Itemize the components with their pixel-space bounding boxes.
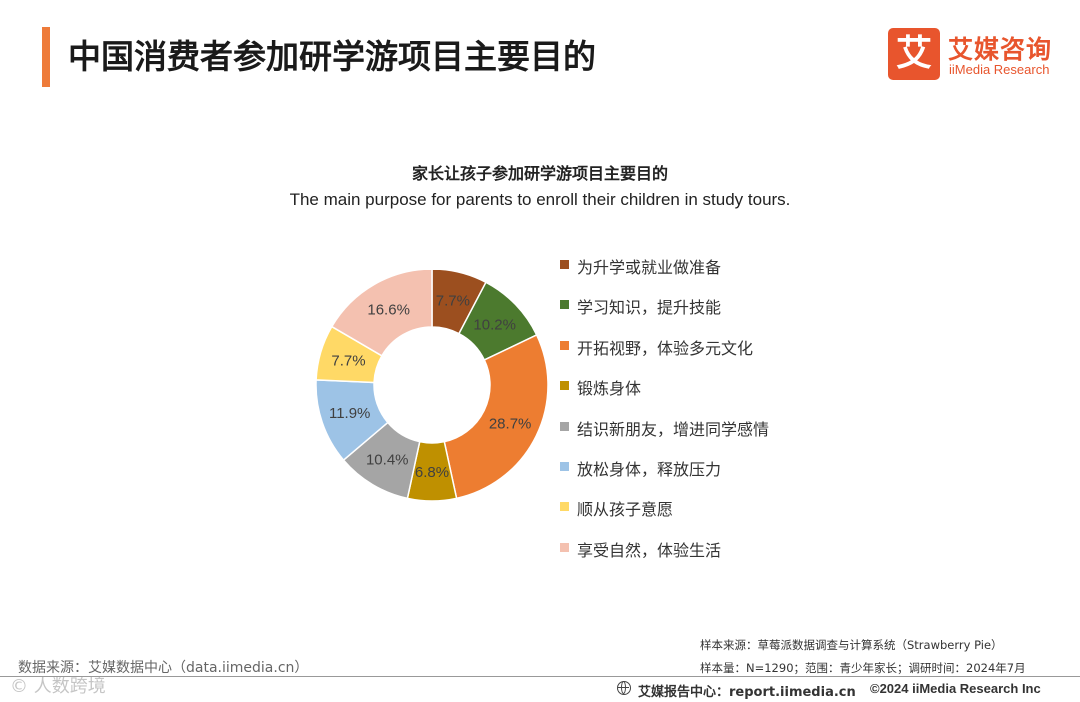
data-source: 数据来源：艾媒数据中心（data.iimedia.cn） [18, 660, 309, 676]
brand-name: 艾媒咨询 [948, 35, 1053, 64]
legend-label: 为升学或就业做准备 [577, 258, 722, 277]
legend-swatch [560, 381, 569, 391]
brand-logo-char: 艾 [895, 33, 932, 74]
report-center-link[interactable]: 艾媒报告中心：report.iimedia.cn [638, 685, 856, 700]
donut-chart: 7.7%10.2%28.7%6.8%10.4%11.9%7.7%16.6% [315, 270, 549, 502]
copyright: ©2024 iiMedia Research Inc [870, 681, 1041, 696]
slice-value-label: 28.7% [489, 415, 532, 432]
slice-value-label: 7.7% [331, 352, 365, 369]
legend-swatch [560, 542, 569, 552]
watermark: © 人数跨境 [10, 676, 106, 697]
page-title: 中国消费者参加研学游项目主要目的 [68, 37, 596, 76]
globe-icon [617, 681, 631, 695]
legend-label: 结识新朋友，增进同学感情 [577, 419, 770, 439]
legend-swatch [560, 340, 569, 350]
brand-logo: 艾 艾媒咨询 iiMedia Research [888, 28, 1064, 82]
slice-value-label: 6.8% [415, 464, 449, 481]
slice-value-label: 10.2% [473, 317, 516, 334]
slice-value-label: 11.9% [329, 405, 370, 422]
legend-label: 放松身体，释放压力 [577, 459, 722, 479]
footer-divider [0, 676, 1080, 677]
legend-swatch [560, 260, 569, 269]
chart-subtitle: The main purpose for parents to enroll t… [289, 190, 791, 209]
brand-subtitle: iiMedia Research [949, 62, 1050, 77]
legend-label: 学习知识，提升技能 [577, 298, 722, 318]
legend-label: 开拓视野，体验多元文化 [577, 338, 754, 358]
brand-logo-mark: 艾 [888, 28, 940, 80]
legend-swatch [560, 502, 569, 512]
donut-slice [443, 333, 549, 500]
chart-title: 家长让孩子参加研学游项目主要目的 [411, 164, 668, 183]
legend-label: 顺从孩子意愿 [577, 500, 674, 520]
legend-swatch [560, 461, 569, 471]
legend-swatch [560, 421, 569, 431]
legend-label: 享受自然，体验生活 [577, 540, 722, 560]
slice-value-label: 16.6% [367, 302, 410, 319]
legend-label: 锻炼身体 [577, 379, 642, 399]
sample-size: 样本量：N=1290；范围：青少年家长；调研时间：2024年7月 [700, 661, 1026, 675]
donut-slice [330, 270, 433, 357]
sample-source: 样本来源：草莓派数据调查与计算系统（Strawberry Pie） [700, 638, 1003, 652]
title-accent-bar [42, 27, 50, 87]
slice-value-label: 7.7% [436, 293, 470, 310]
slice-value-label: 10.4% [366, 452, 409, 469]
legend-swatch [560, 300, 569, 310]
